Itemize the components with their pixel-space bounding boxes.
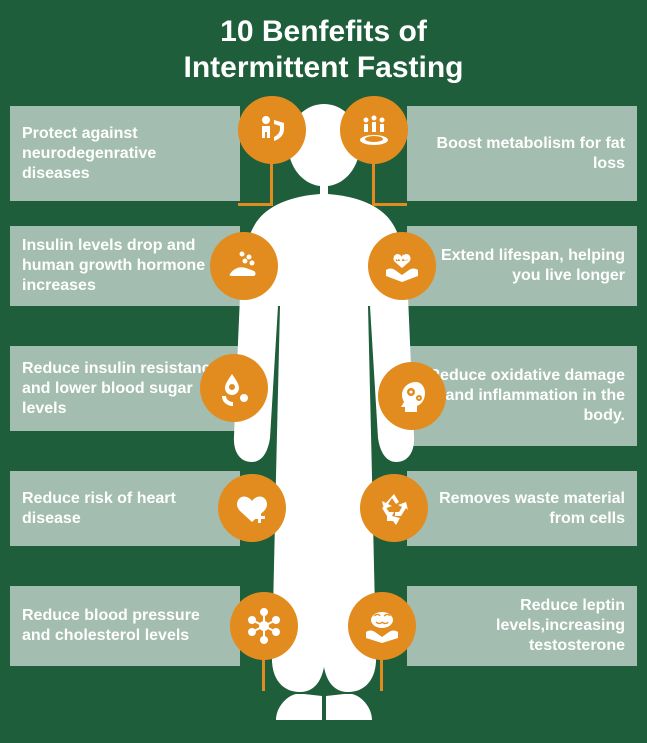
benefit-text: Protect against neurodegenrative disease… (22, 124, 228, 184)
benefit-box-r0: Boost metabolism for fat loss (407, 106, 637, 201)
benefit-text: Reduce insulin resistance and lower bloo… (22, 359, 228, 419)
benefit-text: Removes waste material from cells (419, 489, 625, 529)
people-plate-icon (340, 96, 408, 164)
benefit-box-l4: Reduce blood pressure and cholesterol le… (10, 586, 240, 666)
hands-heart-icon (368, 232, 436, 300)
hand-dots-icon (210, 232, 278, 300)
benefit-text: Reduce oxidative damage and inflammation… (419, 366, 625, 426)
benefit-box-l1: Insulin levels drop and human growth hor… (10, 226, 240, 306)
benefit-box-l3: Reduce risk of heart disease (10, 471, 240, 546)
title-line-1: 10 Benfefits of (220, 15, 427, 48)
benefit-box-r1: Extend lifespan, helping you live longer (407, 226, 637, 306)
connector (372, 203, 407, 206)
head-gears-icon (378, 362, 446, 430)
shield-person-icon (238, 96, 306, 164)
infographic-canvas: Protect against neurodegenrative disease… (0, 96, 647, 736)
benefit-box-l0: Protect against neurodegenrative disease… (10, 106, 240, 201)
heart-plus-icon (218, 474, 286, 542)
benefit-text: Boost metabolism for fat loss (419, 134, 625, 174)
connector (238, 203, 273, 206)
benefit-text: Insulin levels drop and human growth hor… (22, 236, 228, 296)
benefit-text: Reduce risk of heart disease (22, 489, 228, 529)
molecule-icon (230, 592, 298, 660)
recycle-icon (360, 474, 428, 542)
benefit-text: Extend lifespan, helping you live longer (419, 246, 625, 286)
title-line-2: Intermittent Fasting (183, 51, 463, 84)
benefit-box-r3: Removes waste material from cells (407, 471, 637, 546)
benefit-text: Reduce blood pressure and cholesterol le… (22, 606, 228, 646)
benefit-text: Reduce leptin levels,increasing testoste… (419, 596, 625, 656)
infographic-title: 10 Benfefits of Intermittent Fasting (0, 0, 647, 96)
hands-brain-icon (348, 592, 416, 660)
blood-drop-icon (200, 354, 268, 422)
benefit-box-r4: Reduce leptin levels,increasing testoste… (407, 586, 637, 666)
